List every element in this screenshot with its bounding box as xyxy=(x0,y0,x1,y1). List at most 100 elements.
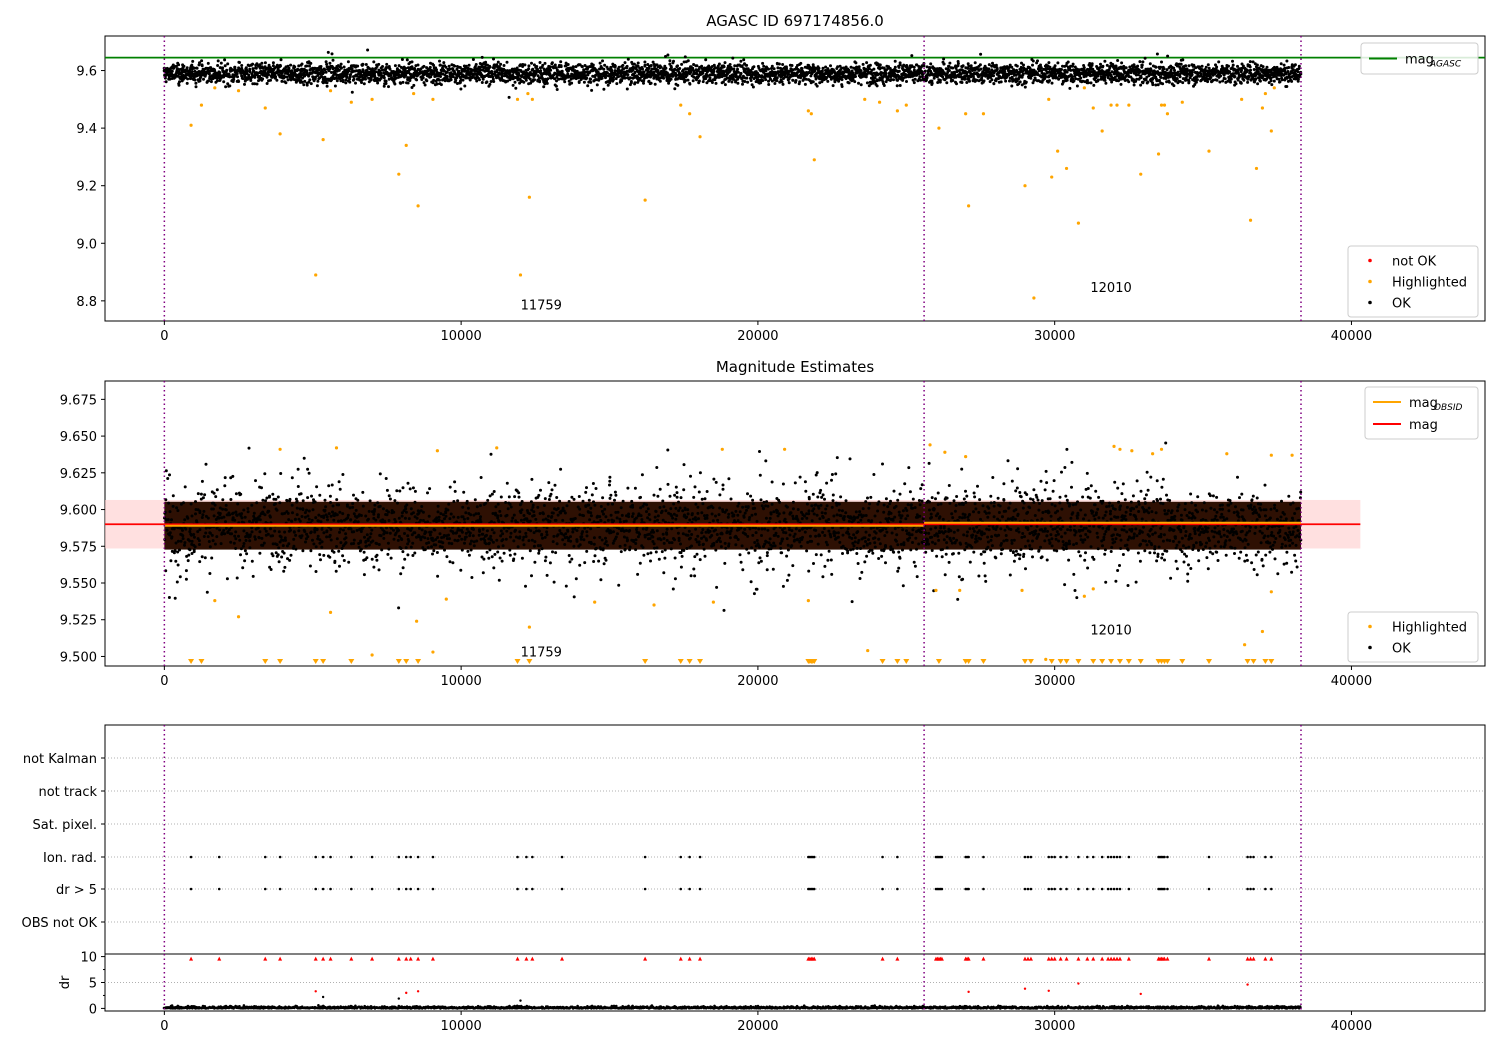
dr-above-range-marker xyxy=(404,956,409,961)
flag-ion-rad-point xyxy=(531,855,534,859)
flag-dr-gt-5-point xyxy=(409,887,412,891)
highlighted-point xyxy=(328,610,333,614)
flag-row-label: OBS not OK xyxy=(22,916,98,931)
flag-ion-rad-point xyxy=(404,855,408,859)
flag-ion-rad-point xyxy=(1065,855,1068,859)
highlighted-point xyxy=(314,273,318,277)
highlighted-point xyxy=(1156,152,1161,156)
highlighted-point xyxy=(404,143,408,147)
legend-label: Highlighted xyxy=(1392,276,1467,291)
x-tick-label: 30000 xyxy=(1034,1019,1075,1034)
x-tick-label: 30000 xyxy=(1034,674,1075,689)
highlighted-below-range-marker xyxy=(1063,659,1070,664)
dr-above-range-marker xyxy=(1100,956,1105,961)
flag-ion-rad-point xyxy=(643,855,647,859)
legend-label: mag xyxy=(1405,53,1434,68)
highlighted-below-range-marker xyxy=(1075,659,1082,664)
flag-dr-gt-5-point xyxy=(217,887,221,891)
highlighted-point xyxy=(1023,184,1027,188)
highlighted-point xyxy=(1260,106,1265,110)
highlighted-point xyxy=(1269,453,1273,457)
highlighted-point xyxy=(1109,103,1113,107)
highlighted-point xyxy=(349,100,353,104)
highlighted-point xyxy=(236,89,241,93)
y-tick-label: 9.500 xyxy=(60,650,97,665)
flag-dr-gt-5-point xyxy=(679,887,683,891)
dr-point xyxy=(519,999,522,1002)
flag-dr-gt-5-point xyxy=(404,887,408,891)
highlighted-below-range-marker xyxy=(403,659,410,664)
highlighted-below-range-marker xyxy=(879,659,886,664)
flag-ion-rad-point xyxy=(1047,855,1051,859)
legend-dot-swatch xyxy=(1368,258,1372,263)
dr-point xyxy=(1139,992,1142,996)
highlighted-below-range-marker xyxy=(686,659,693,664)
x-tick-label: 0 xyxy=(160,1019,168,1034)
highlighted-point xyxy=(1254,166,1259,171)
dr-above-range-marker xyxy=(217,956,222,961)
panel-magnitude-estimates: Magnitude Estimates 11759 12010 0 10000 20000… xyxy=(60,358,1486,689)
flag-dr-gt-5-point xyxy=(1100,887,1104,891)
flag-ion-rad-point xyxy=(397,855,401,859)
flag-dr-gt-5-point xyxy=(698,887,702,891)
y-tick-label: 9.4 xyxy=(76,122,97,137)
dr-above-range-marker xyxy=(1085,956,1090,961)
highlighted-point xyxy=(1139,172,1143,176)
highlighted-point xyxy=(370,97,374,101)
flag-ion-rad-point xyxy=(967,855,970,859)
dr-above-range-marker xyxy=(1091,956,1096,961)
dr-above-range-marker xyxy=(328,956,333,961)
flag-dr-gt-5-point xyxy=(1023,887,1027,891)
highlighted-point xyxy=(236,615,241,619)
flag-ion-rad-point xyxy=(1053,855,1056,859)
dr-above-range-marker xyxy=(1049,956,1054,961)
highlighted-below-range-marker xyxy=(320,659,327,664)
highlighted-point xyxy=(1240,97,1244,101)
highlighted-point xyxy=(895,109,899,113)
y-tick-label: 10 xyxy=(80,951,97,966)
dr-above-range-marker xyxy=(1023,956,1027,961)
y-tick-label: 9.2 xyxy=(76,180,97,195)
flag-row-label: not Kalman xyxy=(23,752,97,767)
flag-dr-gt-5-point xyxy=(189,887,193,891)
dr-above-range-marker xyxy=(1112,956,1117,961)
highlighted-below-range-marker xyxy=(1206,659,1212,664)
highlighted-point xyxy=(698,135,702,139)
y-tick-label: 0 xyxy=(89,1002,97,1017)
highlighted-point xyxy=(1127,103,1131,107)
flag-dr-gt-5-point xyxy=(397,887,401,891)
flag-dr-gt-5-point xyxy=(350,887,353,891)
highlighted-point xyxy=(1165,112,1170,116)
dr-point xyxy=(321,995,325,999)
highlighted-point xyxy=(1180,100,1184,104)
highlighted-point xyxy=(643,198,647,202)
dr-above-range-marker xyxy=(416,956,421,961)
highlighted-point xyxy=(526,91,530,96)
flag-ion-rad-point xyxy=(1023,855,1027,859)
legend-label: mag xyxy=(1409,418,1438,433)
flag-dr-gt-5-point xyxy=(1264,887,1267,891)
highlighted-point xyxy=(328,89,333,93)
y-tick-label: 9.0 xyxy=(76,237,97,252)
flag-dr-gt-5-point xyxy=(1249,887,1252,891)
highlighted-point xyxy=(397,172,401,176)
flag-ion-rad-point xyxy=(278,855,282,859)
flag-dr-gt-5-point xyxy=(967,887,970,891)
highlighted-point xyxy=(964,455,968,459)
plot-frame xyxy=(104,35,1486,322)
dr-above-range-marker xyxy=(1117,956,1122,961)
flag-dr-gt-5-point xyxy=(1118,887,1122,891)
chart-title: Magnitude Estimates xyxy=(716,358,874,376)
flag-dr-gt-5-point xyxy=(1115,887,1119,891)
dr-above-range-marker xyxy=(1025,956,1030,961)
flag-ion-rad-point xyxy=(940,855,944,859)
x-tick-label: 20000 xyxy=(737,674,778,689)
highlighted-below-range-marker xyxy=(1048,659,1055,664)
highlighted-point xyxy=(495,446,499,450)
highlighted-point xyxy=(1118,447,1122,451)
obsid-label: 12010 xyxy=(1090,281,1131,296)
highlighted-below-range-marker xyxy=(1108,659,1115,664)
obsid-label: 11759 xyxy=(521,298,562,313)
x-tick-label: 40000 xyxy=(1331,1019,1372,1034)
